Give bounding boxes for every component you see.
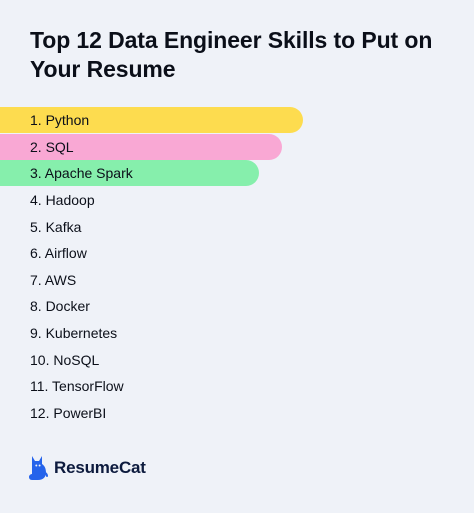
skill-label: 9. Kubernetes (30, 325, 118, 342)
skill-item: 7. AWS (0, 267, 474, 294)
skill-label: 8. Docker (30, 298, 90, 315)
skill-highlight-bar (0, 133, 282, 160)
skill-item: 1. Python (0, 107, 474, 134)
skill-item: 9. Kubernetes (0, 320, 474, 347)
skill-item: 11. TensorFlow (0, 373, 474, 400)
skill-label: 4. Hadoop (30, 192, 95, 209)
skill-item: 6. Airflow (0, 240, 474, 267)
skills-list: 1. Python 2. SQL 3. Apache Spark 4. Hadoop 5… (0, 107, 474, 426)
cat-icon (29, 456, 48, 480)
brand-name: ResumeCat (54, 458, 146, 477)
skill-item: 8. Docker (0, 293, 474, 320)
skill-label: 1. Python (30, 112, 90, 129)
skill-item: 10. NoSQL (0, 346, 474, 373)
skill-label: 7. AWS (30, 271, 77, 288)
skill-item: 12. PowerBI (0, 400, 474, 427)
skill-label: 12. PowerBI (30, 404, 107, 421)
skill-label: 5. Kafka (30, 218, 82, 235)
skill-highlight-bar (0, 107, 303, 133)
skill-label: 6. Airflow (30, 245, 87, 262)
skill-item: 3. Apache Spark (0, 160, 474, 187)
brand-logo: ResumeCat (28, 453, 146, 483)
skill-item: 2. SQL (0, 133, 474, 161)
skill-label: 10. NoSQL (30, 351, 100, 368)
skill-label: 11. TensorFlow (30, 378, 124, 395)
skill-label: 3. Apache Spark (30, 165, 133, 182)
skill-label: 2. SQL (30, 138, 74, 155)
skill-item: 5. Kafka (0, 213, 474, 240)
page-title: Top 12 Data Engineer Skills to Put on Yo… (30, 27, 433, 82)
skill-item: 4. Hadoop (0, 187, 474, 214)
skill-highlight-bar (0, 160, 259, 187)
